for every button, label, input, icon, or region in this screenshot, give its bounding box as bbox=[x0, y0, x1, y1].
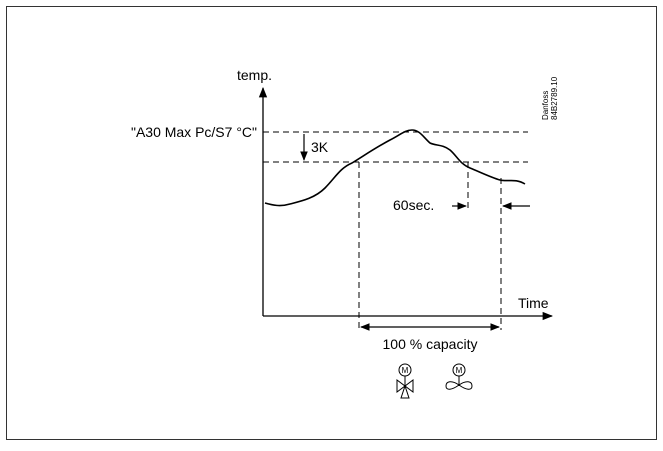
temperature-curve bbox=[264, 129, 526, 207]
credit-code: 84B2789.10 bbox=[550, 76, 559, 120]
delay-label: 60sec. bbox=[393, 197, 434, 213]
svg-text:M: M bbox=[456, 366, 463, 375]
motor-valve-icon: M bbox=[396, 363, 414, 399]
y-axis-label: temp. bbox=[237, 67, 272, 83]
credit-brand: Danfoss bbox=[541, 91, 550, 120]
capacity-label: 100 % capacity bbox=[383, 336, 478, 352]
motor-fan-icon: M bbox=[445, 363, 473, 390]
hysteresis-label: 3K bbox=[311, 139, 329, 155]
threshold-label: "A30 Max Pc/S7 °C" bbox=[131, 124, 257, 140]
x-axis-label: Time bbox=[518, 295, 549, 311]
svg-text:M: M bbox=[402, 366, 409, 375]
frame-border bbox=[6, 6, 657, 440]
